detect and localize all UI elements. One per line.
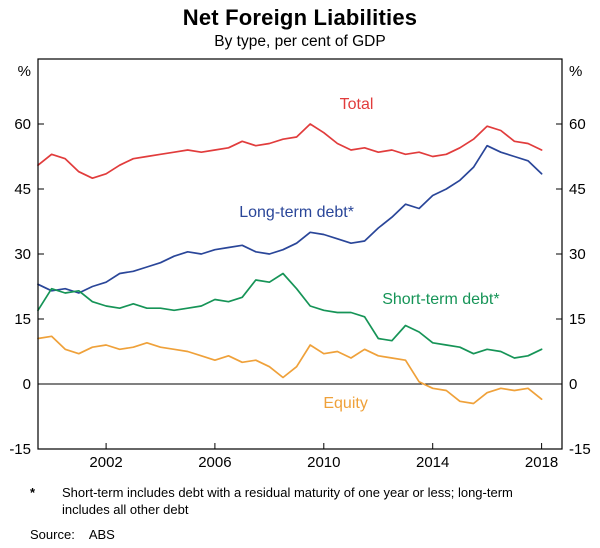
source-value: ABS — [88, 527, 115, 543]
y-axis-label-right: 60 — [569, 116, 586, 133]
plot-border — [37, 58, 563, 450]
y-axis-label-left: 60 — [14, 116, 31, 133]
y-axis-label-right: 15 — [569, 311, 586, 328]
y-axis-unit-right: % — [569, 63, 582, 80]
chart-subtitle: By type, per cent of GDP — [214, 33, 386, 50]
series-label-total: Total — [340, 96, 374, 113]
y-axis-label-right: -15 — [569, 441, 591, 458]
x-axis-label: 2010 — [307, 454, 340, 471]
y-axis-label-left: 30 — [14, 246, 31, 263]
y-axis-label-right: 0 — [569, 376, 577, 393]
footnote-text: Short-term includes debt with a residual… — [62, 485, 513, 518]
y-axis-label-left: 45 — [14, 181, 31, 198]
series-short-term-debt — [37, 272, 543, 359]
footnote: * Short-term includes debt with a residu… — [0, 476, 600, 518]
series-equity — [37, 335, 543, 405]
y-axis-label-left: 15 — [14, 311, 31, 328]
x-axis-label: 2018 — [525, 454, 558, 471]
series-label-equity: Equity — [323, 395, 367, 412]
y-axis-label-right: 30 — [569, 246, 586, 263]
series-total — [37, 123, 543, 180]
series-label-long-term-debt: Long-term debt* — [239, 204, 354, 221]
x-axis-label: 2006 — [198, 454, 231, 471]
y-axis-label-left: 0 — [23, 376, 31, 393]
source-line: Source: ABS — [0, 518, 600, 542]
y-axis-label-left: -15 — [9, 441, 31, 458]
chart-title: Net Foreign Liabilities — [182, 5, 418, 30]
x-axis-label: 2014 — [416, 454, 449, 471]
source-label: Source: — [30, 527, 75, 543]
y-axis-label-right: 45 — [569, 181, 586, 198]
y-axis-unit-left: % — [18, 63, 31, 80]
x-axis-label: 2002 — [89, 454, 122, 471]
series-label-short-term-debt: Short-term debt* — [382, 291, 499, 308]
footnote-asterisk: * — [30, 485, 36, 500]
line-chart: 60 60 45 45 30 30 15 15 0 0 -15 -15% % 2002 2006 2010 20… — [9, 58, 591, 471]
series-long-term-debt — [37, 144, 543, 294]
